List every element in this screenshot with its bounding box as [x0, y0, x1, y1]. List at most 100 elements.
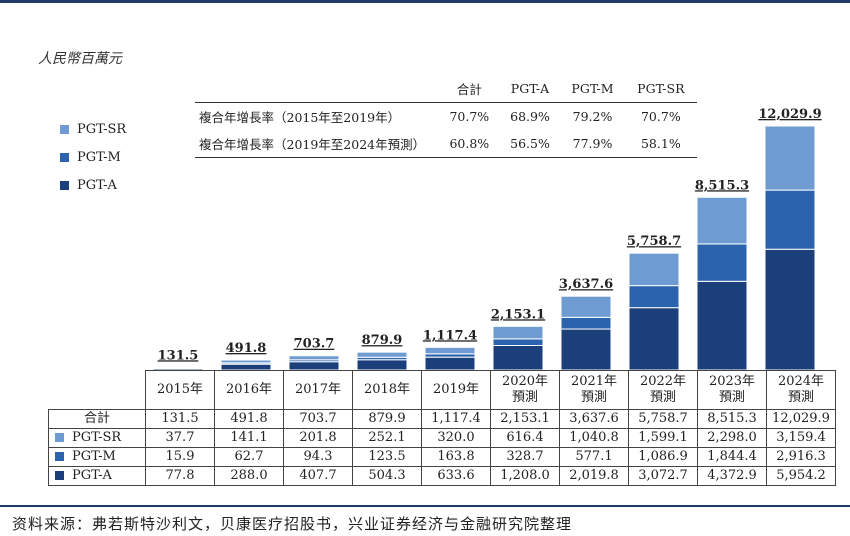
bar-segment-pgt-m: [560, 316, 612, 330]
row-swatch: [55, 471, 64, 480]
year-header-row: 2015年 2016年 2017年 2018年 2019年 2020年 預測 20…: [49, 370, 836, 410]
total-label: 131.5: [158, 348, 199, 363]
row-label-cell: PGT-M: [48, 447, 146, 467]
total-label: 879.9: [362, 333, 403, 348]
cagr-table: 合計 PGT-A PGT-M PGT-SR 複合年增長率（2015年至2019年…: [195, 75, 697, 158]
cagr-value: 68.9%: [510, 109, 550, 124]
table-cell: 407.7: [283, 466, 353, 486]
legend-label: PGT-A: [77, 177, 117, 193]
year-label: 2017年: [294, 382, 342, 397]
table-cell: 123.5: [352, 447, 422, 467]
cagr-row: 複合年增長率（2015年至2019年） 70.7% 68.9% 79.2% 70…: [195, 103, 697, 131]
bar-segment-pgt-a: [424, 356, 476, 371]
bar-segment-pgt-sr: [696, 196, 748, 245]
bar-segment-pgt-sr: [220, 359, 272, 364]
year-cell: 2024年 預測: [766, 370, 836, 410]
cagr-header: 合計: [439, 75, 500, 103]
legend-item-pgt-m: PGT-M: [60, 143, 126, 171]
year-header-blank: [49, 371, 146, 410]
legend-swatch: [60, 152, 69, 162]
bar-segment-pgt-a: [492, 344, 544, 371]
legend-swatch: [60, 124, 69, 134]
bar-segment-pgt-sr: [764, 125, 816, 191]
row-label: PGT-SR: [72, 430, 122, 445]
table-cell: 1,117.4: [421, 409, 491, 429]
cagr-value: 56.5%: [499, 130, 561, 158]
year-sub: 預測: [787, 390, 814, 405]
year-cell: 2022年 預測: [628, 370, 698, 410]
bar-segment-pgt-sr: [560, 295, 612, 318]
table-row-total: 合計 131.5 491.8 703.7 879.9 1,117.4 2,153…: [48, 409, 836, 429]
year-cell: 2016年: [214, 370, 284, 410]
year-cell: 2023年 預測: [697, 370, 767, 410]
bar-segment-pgt-a: [288, 361, 340, 371]
legend-label: PGT-SR: [77, 121, 127, 137]
table-cell: 703.7: [283, 409, 353, 429]
year-cell: 2020年 預測: [490, 370, 560, 410]
table-cell: 62.7: [214, 447, 284, 467]
table-cell: 131.5: [145, 409, 215, 429]
row-label: PGT-M: [72, 449, 116, 464]
year-label: 2016年: [225, 382, 273, 397]
year-cell: 2015年: [145, 370, 215, 410]
table-cell: 577.1: [559, 447, 629, 467]
legend-item-pgt-sr: PGT-SR: [60, 115, 126, 143]
table-cell: 37.7: [145, 428, 215, 448]
legend-item-pgt-a: PGT-A: [60, 171, 126, 199]
table-cell: 252.1: [352, 428, 422, 448]
table-cell: 633.6: [421, 466, 491, 486]
year-cell: 2019年: [421, 370, 491, 410]
table-cell: 2,153.1: [490, 409, 560, 429]
year-label: 2020年: [501, 374, 549, 389]
year-sub: 預測: [580, 390, 607, 405]
table-cell: 5,758.7: [628, 409, 698, 429]
total-label: 3,637.6: [559, 277, 613, 292]
bar-segment-pgt-sr: [628, 252, 680, 287]
table-cell: 3,159.4: [766, 428, 836, 448]
cagr-value: 70.7%: [640, 109, 681, 124]
table-cell: 2,019.8: [559, 466, 629, 486]
cagr-value: 79.2%: [572, 109, 613, 124]
total-label: 703.7: [294, 337, 335, 352]
source-note: 资料来源：弗若斯特沙利文，贝康医疗招股书，兴业证券经济与金融研究院整理: [0, 505, 850, 534]
table-cell: 201.8: [283, 428, 353, 448]
table-cell: 328.7: [490, 447, 560, 467]
year-cell: 2018年: [352, 370, 422, 410]
table-cell: 616.4: [490, 428, 560, 448]
table-cell: 2,298.0: [697, 428, 767, 448]
bar-segment-pgt-a: [356, 359, 408, 371]
legend-swatch: [60, 180, 69, 190]
bar-segment-pgt-sr: [356, 351, 408, 358]
top-rule: [0, 0, 850, 3]
row-label-cell: PGT-SR: [48, 428, 146, 448]
table-cell: 879.9: [352, 409, 422, 429]
table-cell: 288.0: [214, 466, 284, 486]
bar-segment-pgt-m: [764, 189, 816, 250]
cagr-row: 複合年增長率（2019年至2024年預測） 60.8% 56.5% 77.9% …: [195, 130, 697, 158]
legend-label: PGT-M: [77, 149, 121, 165]
bar-segment-pgt-a: [560, 328, 612, 371]
legend: PGT-SR PGT-M PGT-A: [60, 115, 126, 199]
bar-segment-pgt-sr: [424, 346, 476, 355]
bar-segment-pgt-sr: [152, 366, 204, 369]
total-label: 5,758.7: [627, 234, 681, 249]
cagr-header: PGT-SR: [624, 75, 697, 103]
table-cell: 15.9: [145, 447, 215, 467]
table-row-pgt-sr: PGT-SR 37.7 141.1 201.8 252.1 320.0 616.…: [48, 428, 836, 448]
bar-segment-pgt-a: [696, 280, 748, 371]
year-cell: 2017年: [283, 370, 353, 410]
cagr-value: 77.9%: [560, 130, 625, 158]
total-label: 1,117.4: [423, 328, 477, 343]
year-cell: 2021年 預測: [559, 370, 629, 410]
cagr-value: 60.8%: [439, 130, 500, 158]
table-cell: 8,515.3: [697, 409, 767, 429]
year-label: 2022年: [639, 374, 687, 389]
table-cell: 77.8: [145, 466, 215, 486]
table-cell: 2,916.3: [766, 447, 836, 467]
total-label: 2,153.1: [491, 307, 545, 322]
unit-label: 人民幣百萬元: [38, 51, 122, 67]
table-cell: 3,072.7: [628, 466, 698, 486]
total-label: 12,029.9: [758, 107, 821, 122]
table-cell: 5,954.2: [766, 466, 836, 486]
cagr-header-row: 合計 PGT-A PGT-M PGT-SR: [195, 75, 697, 103]
